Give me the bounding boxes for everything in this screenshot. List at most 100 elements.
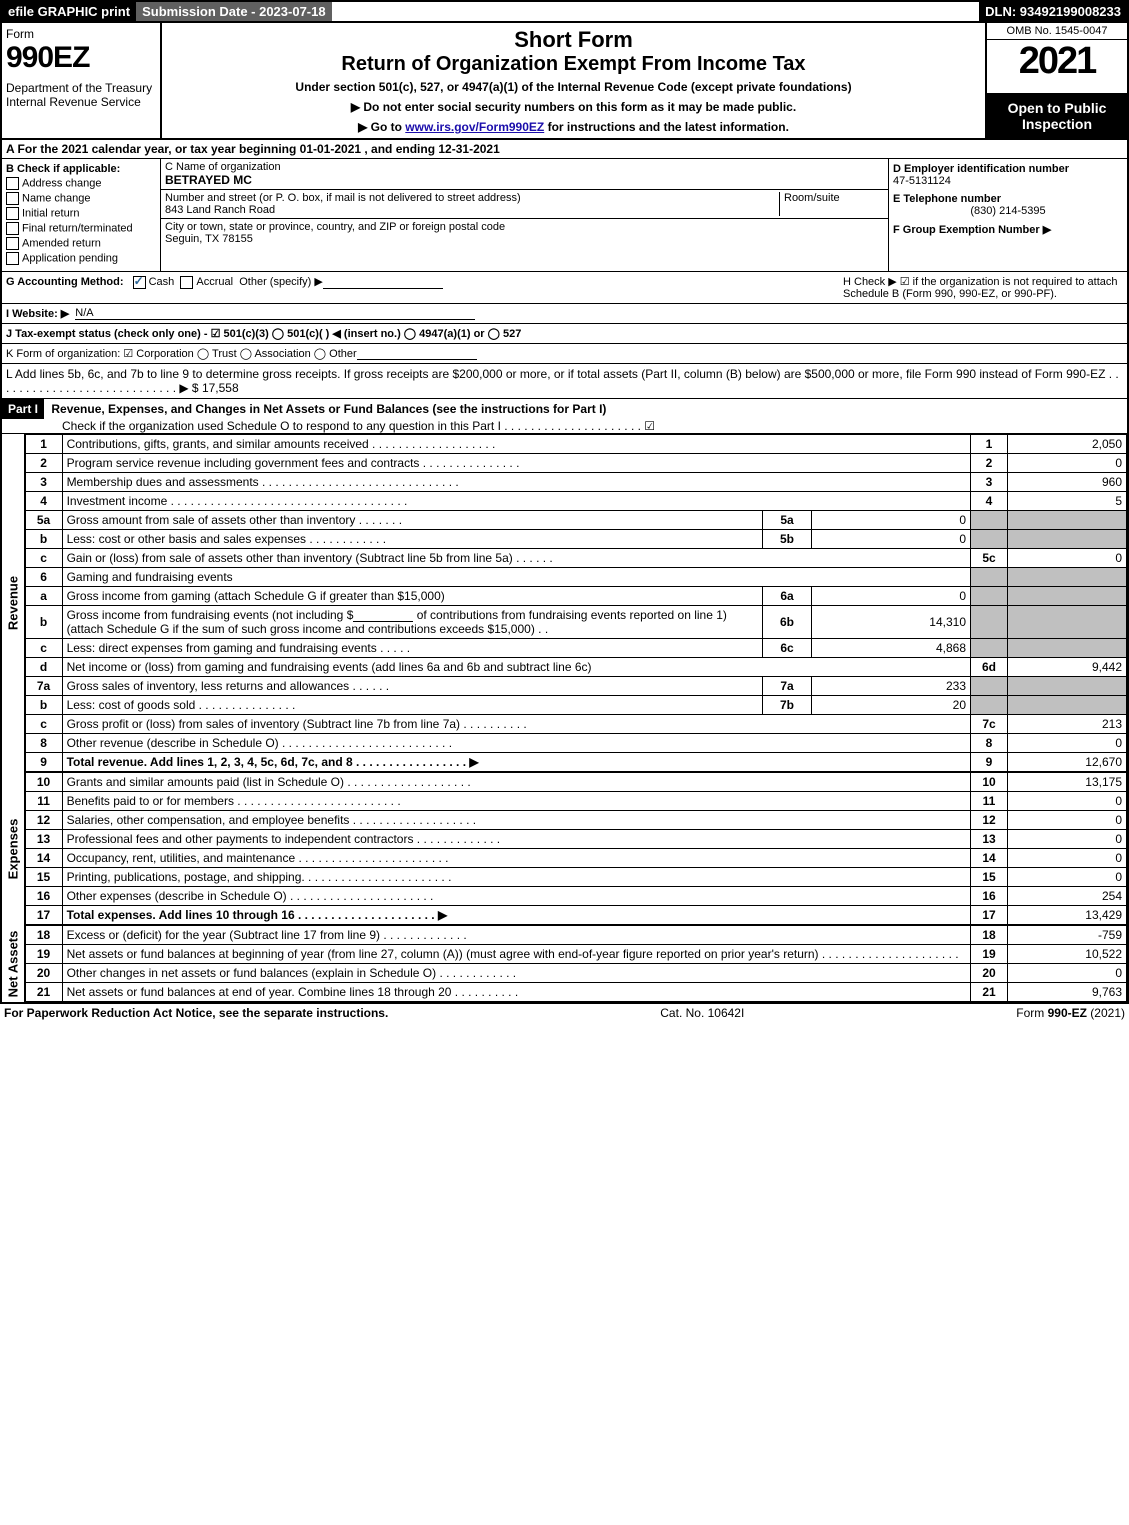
chk-final[interactable]: Final return/terminated	[6, 222, 156, 235]
l2-d: Program service revenue including govern…	[62, 454, 970, 473]
l15-n: 15	[25, 868, 62, 887]
g-lbl: G Accounting Method:	[6, 276, 124, 288]
col-d: D Employer identification number47-51311…	[889, 159, 1127, 271]
line-14: 14Occupancy, rent, utilities, and mainte…	[25, 849, 1126, 868]
l5a-d: Gross amount from sale of assets other t…	[62, 511, 762, 530]
phone-val: (830) 214-5395	[893, 205, 1123, 217]
footer-right-pre: Form	[1016, 1006, 1047, 1020]
l5a-ic: 5a	[763, 511, 812, 530]
chk-initial[interactable]: Initial return	[6, 207, 156, 220]
header-left: Form 990EZ Department of the Treasury In…	[2, 23, 162, 138]
netassets-label-text: Net Assets	[5, 930, 20, 997]
row-h: H Check ▶ ☑ if the organization is not r…	[843, 275, 1123, 300]
l6a-rs	[971, 587, 1008, 606]
line-2: 2Program service revenue including gover…	[25, 454, 1126, 473]
l11-a: 0	[1008, 792, 1127, 811]
chk-address[interactable]: Address change	[6, 177, 156, 190]
l-amount: 17,558	[202, 381, 239, 395]
l7b-d: Less: cost of goods sold . . . . . . . .…	[62, 696, 762, 715]
title-return: Return of Organization Exempt From Incom…	[166, 53, 981, 76]
line-15: 15Printing, publications, postage, and s…	[25, 868, 1126, 887]
chk-final-lbl: Final return/terminated	[22, 222, 133, 234]
l12-d: Salaries, other compensation, and employ…	[62, 811, 970, 830]
l6b-blank[interactable]	[353, 609, 413, 622]
l7a-rs	[971, 677, 1008, 696]
submission-date: Submission Date - 2023-07-18	[136, 2, 332, 21]
title-shortform: Short Form	[166, 27, 981, 53]
l1-n: 1	[25, 435, 62, 454]
part1-check: Check if the organization used Schedule …	[2, 419, 655, 433]
chk-pending-lbl: Application pending	[22, 252, 118, 264]
row-i: I Website: ▶ N/A	[2, 304, 1127, 324]
line-20: 20Other changes in net assets or fund ba…	[25, 964, 1126, 983]
irs-link[interactable]: www.irs.gov/Form990EZ	[405, 120, 544, 134]
l8-d: Other revenue (describe in Schedule O) .…	[62, 734, 970, 753]
l11-r: 11	[971, 792, 1008, 811]
l5b-n: b	[25, 530, 62, 549]
l16-r: 16	[971, 887, 1008, 906]
addr-lbl: Number and street (or P. O. box, if mail…	[165, 192, 779, 204]
l19-n: 19	[25, 945, 62, 964]
line-4: 4Investment income . . . . . . . . . . .…	[25, 492, 1126, 511]
l14-n: 14	[25, 849, 62, 868]
l6c-ic: 6c	[763, 639, 812, 658]
chk-amended[interactable]: Amended return	[6, 237, 156, 250]
phone-lbl: E Telephone number	[893, 193, 1123, 205]
l19-r: 19	[971, 945, 1008, 964]
open-inspection: Open to Public Inspection	[987, 94, 1127, 138]
l20-a: 0	[1008, 964, 1127, 983]
l20-d: Other changes in net assets or fund bala…	[62, 964, 970, 983]
l19-a: 10,522	[1008, 945, 1127, 964]
l21-d: Net assets or fund balances at end of ye…	[62, 983, 970, 1002]
l17-r: 17	[971, 906, 1008, 925]
netassets-section: Net Assets 18Excess or (deficit) for the…	[2, 925, 1127, 1002]
l6b-ia: 14,310	[812, 606, 971, 639]
l5b-ia: 0	[812, 530, 971, 549]
l8-a: 0	[1008, 734, 1127, 753]
i-lbl: I Website: ▶	[6, 307, 69, 320]
note-pre: ▶ Go to	[358, 120, 405, 134]
l6b-n: b	[25, 606, 62, 639]
footer-right-post: (2021)	[1087, 1006, 1125, 1020]
note-link: ▶ Go to www.irs.gov/Form990EZ for instru…	[166, 120, 981, 134]
col-c: C Name of organization BETRAYED MC Numbe…	[161, 159, 889, 271]
l1-d: Contributions, gifts, grants, and simila…	[62, 435, 970, 454]
addr-cell: Number and street (or P. O. box, if mail…	[161, 190, 888, 219]
l15-d: Printing, publications, postage, and shi…	[62, 868, 970, 887]
l8-n: 8	[25, 734, 62, 753]
l7c-n: c	[25, 715, 62, 734]
l7a-as	[1008, 677, 1127, 696]
k-other-input[interactable]	[357, 347, 477, 360]
l5b-d: Less: cost or other basis and sales expe…	[62, 530, 762, 549]
l3-d: Membership dues and assessments . . . . …	[62, 473, 970, 492]
revenue-side-label: Revenue	[2, 434, 25, 772]
chk-accrual[interactable]	[180, 276, 193, 289]
l3-r: 3	[971, 473, 1008, 492]
l17-d: Total expenses. Add lines 10 through 16 …	[62, 906, 970, 925]
j-content: J Tax-exempt status (check only one) - ☑…	[6, 327, 521, 340]
line-1: 1Contributions, gifts, grants, and simil…	[25, 435, 1126, 454]
l19-d: Net assets or fund balances at beginning…	[62, 945, 970, 964]
l21-r: 21	[971, 983, 1008, 1002]
chk-name[interactable]: Name change	[6, 192, 156, 205]
l18-n: 18	[25, 926, 62, 945]
line-17: 17Total expenses. Add lines 10 through 1…	[25, 906, 1126, 925]
l6b-as	[1008, 606, 1127, 639]
netassets-table: 18Excess or (deficit) for the year (Subt…	[25, 925, 1127, 1002]
line-7b: bLess: cost of goods sold . . . . . . . …	[25, 696, 1126, 715]
other-input[interactable]	[323, 276, 443, 289]
chk-pending[interactable]: Application pending	[6, 252, 156, 265]
l7b-rs	[971, 696, 1008, 715]
l14-d: Occupancy, rent, utilities, and maintena…	[62, 849, 970, 868]
l4-n: 4	[25, 492, 62, 511]
line-7c: cGross profit or (loss) from sales of in…	[25, 715, 1126, 734]
l6d-n: d	[25, 658, 62, 677]
l4-a: 5	[1008, 492, 1127, 511]
omb-number: OMB No. 1545-0047	[987, 23, 1127, 40]
l6-n: 6	[25, 568, 62, 587]
l2-n: 2	[25, 454, 62, 473]
l13-a: 0	[1008, 830, 1127, 849]
chk-cash[interactable]	[133, 276, 146, 289]
line-9: 9Total revenue. Add lines 1, 2, 3, 4, 5c…	[25, 753, 1126, 772]
chk-initial-lbl: Initial return	[22, 207, 79, 219]
